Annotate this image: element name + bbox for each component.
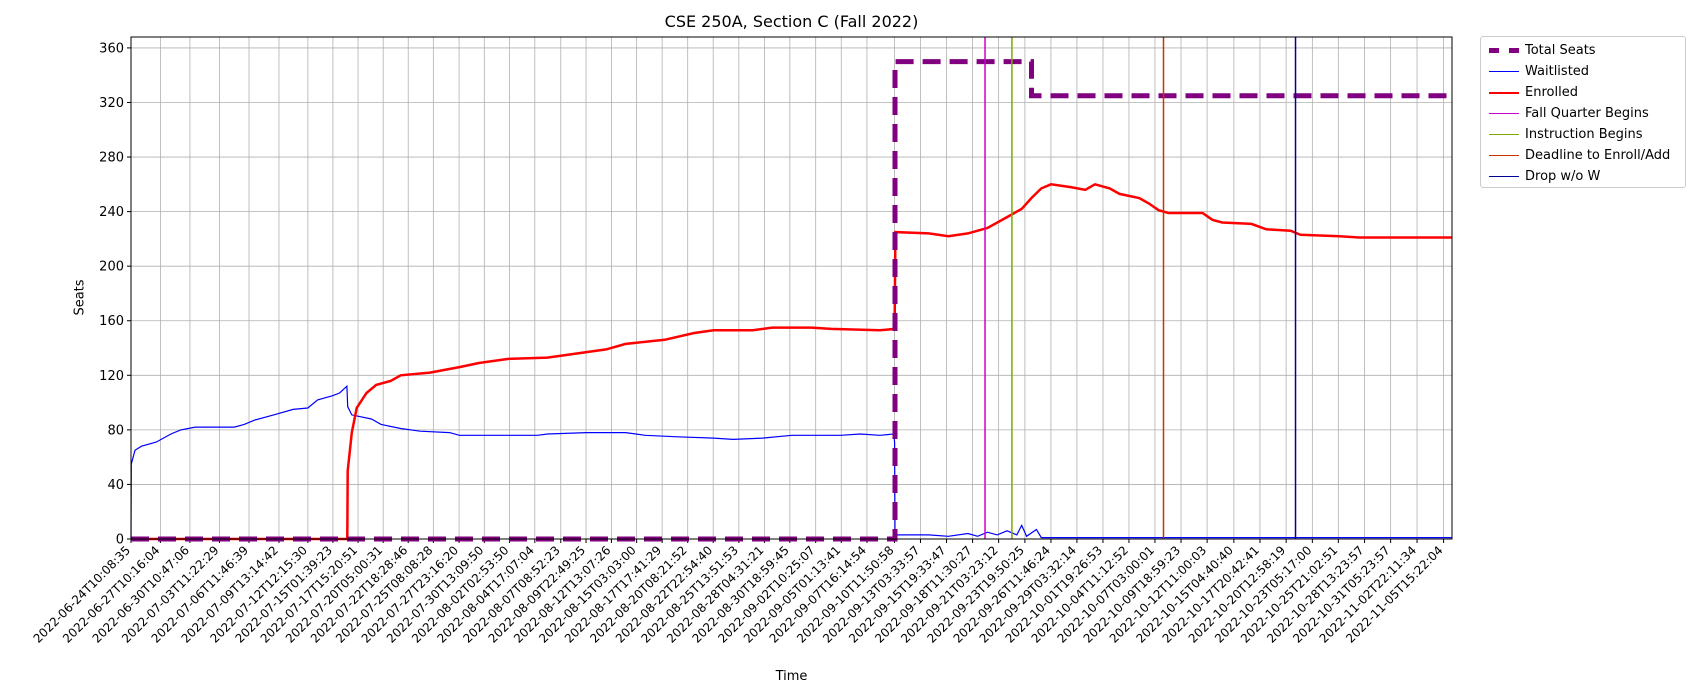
chart-title: CSE 250A, Section C (Fall 2022) (664, 12, 919, 31)
legend-label: Total Seats (1525, 43, 1596, 58)
y-tick-label: 320 (99, 96, 124, 111)
legend-item: Enrolled (1481, 83, 1685, 104)
series-line-waitlisted (130, 384, 1452, 540)
y-tick-label: 280 (99, 151, 124, 166)
y-tick-label: 360 (99, 41, 124, 56)
series-line-total-seats (131, 59, 1452, 542)
legend-swatch (1489, 176, 1519, 177)
legend-item: Instruction Begins (1481, 125, 1685, 146)
legend-item: Deadline to Enroll/Add (1481, 146, 1685, 167)
legend-item: Waitlisted (1481, 62, 1685, 83)
y-tick-label: 80 (107, 423, 124, 438)
legend-swatch (1489, 71, 1519, 72)
legend-item: Drop w/o W (1481, 167, 1685, 188)
legend-swatch (1489, 134, 1519, 135)
y-tick-label: 0 (116, 533, 124, 548)
legend-swatch (1489, 92, 1519, 94)
chart-legend: Total Seats Waitlisted Enrolled Fall Quarte… (1480, 36, 1686, 188)
series-line-enrolled (131, 182, 1452, 541)
y-tick-label: 120 (99, 369, 124, 384)
legend-label: Instruction Begins (1525, 127, 1643, 142)
y-tick-label: 40 (107, 478, 124, 493)
legend-item: Total Seats (1481, 41, 1685, 62)
legend-item: Fall Quarter Begins (1481, 104, 1685, 125)
y-tick-label: 200 (99, 260, 124, 275)
legend-swatch (1489, 48, 1519, 53)
plot-frame (130, 36, 1453, 540)
legend-label: Fall Quarter Begins (1525, 106, 1649, 121)
legend-label: Enrolled (1525, 85, 1578, 100)
legend-swatch (1489, 113, 1519, 114)
y-tick-label: 160 (99, 314, 124, 329)
x-axis-label: Time (775, 669, 808, 684)
legend-swatch (1489, 155, 1519, 156)
legend-label: Drop w/o W (1525, 169, 1601, 184)
y-axis-label: Seats (72, 279, 88, 316)
y-tick-label: 240 (99, 205, 124, 220)
legend-label: Deadline to Enroll/Add (1525, 148, 1671, 163)
legend-label: Waitlisted (1525, 64, 1590, 79)
